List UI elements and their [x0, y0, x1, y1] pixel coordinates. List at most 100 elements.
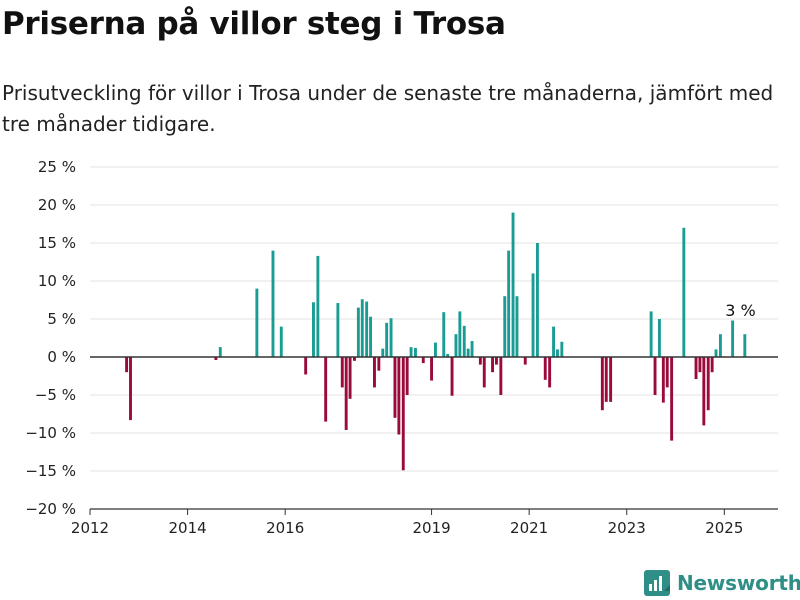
bar	[377, 357, 381, 371]
bars	[125, 212, 747, 471]
bar	[543, 357, 547, 380]
bar	[353, 357, 356, 361]
bar	[495, 357, 498, 365]
y-tick-label: −10 %	[25, 424, 76, 442]
brand-logo[interactable]: Newsworthy	[644, 569, 800, 597]
bar	[600, 357, 604, 411]
y-tick-label: 25 %	[38, 158, 76, 176]
bar	[421, 357, 425, 364]
bar	[491, 357, 494, 373]
bar	[255, 288, 259, 357]
bar	[430, 357, 434, 381]
bar	[365, 301, 369, 357]
y-tick-label: 15 %	[38, 234, 76, 252]
x-tick-label: 2021	[510, 519, 548, 537]
bar	[466, 348, 470, 357]
bar	[731, 320, 735, 357]
bar	[556, 349, 559, 357]
bar	[356, 307, 360, 357]
bar	[702, 357, 706, 426]
bar	[409, 347, 413, 357]
bar	[312, 302, 315, 357]
bar	[442, 312, 446, 357]
bar	[381, 348, 385, 357]
last-value-label: 3 %	[725, 301, 755, 320]
bar	[535, 243, 539, 357]
bar	[454, 334, 458, 357]
bar	[462, 325, 466, 357]
y-tick-label: −15 %	[25, 462, 76, 480]
bar	[125, 357, 129, 373]
x-tick-label: 2014	[168, 519, 206, 537]
x-tick-label: 2012	[71, 519, 109, 537]
bar	[385, 322, 389, 357]
bar	[478, 357, 482, 365]
y-axis-ticks: 25 % 20 % 15 % 10 % 5 % 0 % −5 % −10 % −15 % −20 …	[25, 158, 76, 518]
x-tick-label: 2025	[705, 519, 743, 537]
bar	[393, 357, 397, 418]
bar	[279, 326, 283, 357]
bar	[523, 357, 527, 365]
bar	[515, 296, 519, 357]
bar	[653, 357, 657, 395]
bar	[694, 357, 698, 380]
bar	[560, 341, 564, 357]
bar	[657, 319, 661, 357]
bar	[743, 334, 747, 357]
y-tick-label: 5 %	[47, 310, 76, 328]
bar	[609, 357, 613, 402]
x-axis-ticks: 2012 2014 2016 2019 2021 2023 2025	[71, 509, 743, 537]
bar	[548, 357, 552, 388]
bar	[316, 255, 320, 357]
y-tick-label: 0 %	[47, 348, 76, 366]
bar	[324, 357, 328, 422]
bar	[344, 357, 348, 430]
bar	[499, 357, 503, 395]
bar	[718, 334, 722, 357]
chart-title: Priserna på villor steg i Trosa	[2, 6, 506, 42]
bar	[682, 227, 686, 357]
bar	[271, 250, 275, 357]
brand-name: Newsworthy	[677, 571, 800, 595]
bar	[706, 357, 710, 411]
bar	[348, 357, 352, 399]
bar	[414, 347, 417, 357]
newsworthy-logo-icon	[644, 570, 670, 596]
bar	[482, 357, 486, 388]
chart-subtitle: Prisutveckling för villor i Trosa under …	[2, 81, 774, 136]
bar	[710, 357, 714, 373]
bar	[511, 212, 515, 357]
x-tick-label: 2019	[412, 519, 450, 537]
bar	[360, 299, 364, 357]
bar	[336, 303, 340, 357]
bar	[698, 357, 702, 373]
bar	[434, 342, 437, 357]
y-tick-label: 20 %	[38, 196, 76, 214]
bar	[552, 326, 555, 357]
bar	[649, 311, 653, 357]
bar	[401, 357, 405, 471]
bar	[670, 357, 674, 441]
bar	[397, 357, 401, 435]
y-tick-label: 10 %	[38, 272, 76, 290]
bar	[214, 357, 218, 361]
bar	[665, 357, 669, 388]
bar	[218, 347, 222, 357]
bar	[531, 273, 535, 357]
bar	[129, 357, 132, 421]
bar	[714, 349, 718, 357]
bar	[369, 316, 373, 357]
bar	[340, 357, 344, 388]
x-tick-label: 2016	[266, 519, 304, 537]
grid-lines	[90, 166, 778, 472]
bar	[458, 311, 462, 357]
bar	[446, 353, 450, 357]
y-tick-label: −5 %	[35, 386, 76, 404]
bar	[304, 357, 308, 375]
y-tick-label: −20 %	[25, 500, 76, 518]
bar	[450, 357, 454, 396]
bar	[503, 296, 507, 357]
x-tick-label: 2023	[608, 519, 646, 537]
bar	[389, 318, 393, 357]
